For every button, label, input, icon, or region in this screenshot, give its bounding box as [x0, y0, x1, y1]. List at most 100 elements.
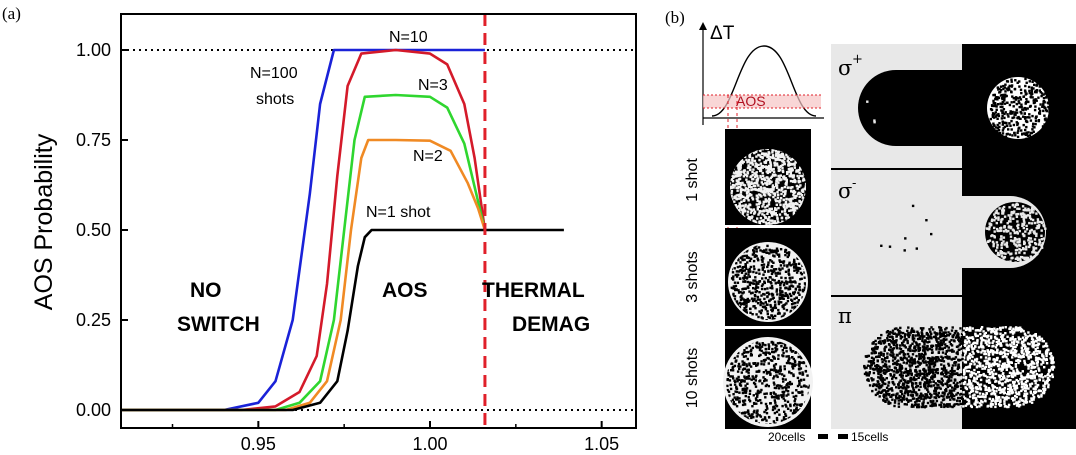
speckle: [994, 217, 998, 220]
speckle: [755, 281, 758, 284]
speckle: [778, 297, 781, 301]
speckle: [979, 386, 982, 389]
speckle: [957, 403, 960, 406]
speckle: [1019, 88, 1023, 91]
speckle: [883, 378, 886, 381]
speckle: [963, 380, 967, 384]
speckle: [766, 407, 769, 410]
speckle: [1025, 125, 1028, 129]
speckle: [972, 396, 975, 400]
speckle: [774, 350, 777, 353]
speckle: [929, 336, 933, 339]
speckle: [1001, 339, 1005, 342]
speckle: [731, 271, 735, 274]
speckle: [1007, 390, 1010, 394]
speckle: [1009, 379, 1012, 382]
speckle: [963, 327, 966, 330]
speckle: [913, 337, 916, 340]
speckle: [755, 342, 758, 345]
speckle: [907, 355, 911, 358]
speckle: [1003, 391, 1006, 394]
speckle: [744, 415, 747, 418]
speckle: [970, 387, 973, 390]
speckle: [1025, 116, 1028, 119]
speckle: [932, 399, 935, 403]
speckle: [785, 251, 789, 255]
speckle: [921, 376, 925, 379]
speckle: [1050, 367, 1053, 370]
speckle: [905, 357, 908, 360]
speckle: [791, 365, 794, 368]
speckle: [794, 226, 796, 228]
speckle: [1007, 403, 1011, 407]
speckle: [758, 354, 761, 358]
speckle: [921, 328, 924, 332]
speckle: [743, 258, 746, 261]
speckle: [781, 390, 784, 394]
speckle: [747, 181, 751, 184]
speckle: [738, 305, 742, 309]
speckle: [1025, 214, 1028, 217]
speckle: [741, 403, 745, 407]
speckle: [752, 168, 755, 171]
speckle: [1021, 232, 1025, 236]
speckle: [730, 195, 733, 199]
speckle: [783, 410, 786, 413]
speckle: [799, 271, 803, 275]
speckle: [793, 166, 796, 169]
y-tick-label: 0.00: [76, 400, 111, 420]
speckle: [961, 397, 964, 400]
speckle: [1001, 376, 1005, 379]
speckle: [991, 114, 994, 117]
speckle: [768, 158, 771, 162]
speckle: [742, 351, 746, 354]
speckle: [1035, 115, 1038, 118]
speckle: [1031, 251, 1034, 254]
speckle: [774, 347, 777, 350]
speckle: [1017, 97, 1020, 100]
speckle: [783, 161, 786, 164]
speckle: [1039, 103, 1042, 106]
speckle: [911, 330, 915, 333]
speckle: [891, 389, 894, 392]
speckle: [783, 342, 787, 345]
speckle: [1013, 100, 1016, 104]
speckle: [787, 288, 790, 291]
speckle: [792, 373, 795, 376]
speckle: [777, 279, 781, 283]
speckle: [801, 373, 805, 376]
speckle: [753, 151, 756, 155]
speckle: [735, 385, 738, 389]
speckle: [883, 349, 886, 352]
speckle: [755, 178, 758, 181]
speckle: [998, 125, 1001, 129]
speckle: [1044, 227, 1047, 230]
speckle: [752, 265, 756, 268]
speckle: [890, 340, 893, 343]
speckle: [1012, 116, 1016, 119]
speckle: [997, 129, 1001, 132]
speckle: [771, 211, 774, 215]
speckle: [738, 182, 742, 185]
speckle: [870, 356, 874, 359]
speckle: [934, 389, 938, 393]
speckle: [769, 168, 772, 171]
speckle: [764, 182, 767, 185]
speckle: [738, 301, 742, 305]
curve-label-n10: N=10: [389, 29, 428, 46]
speckle: [770, 251, 773, 254]
speckle: [1015, 372, 1018, 375]
speckle: [780, 189, 783, 192]
speckle: [881, 380, 885, 384]
speckle: [764, 165, 768, 168]
speckle: [1005, 379, 1008, 382]
speckle: [794, 411, 798, 414]
speckle: [754, 279, 757, 282]
speckle: [768, 166, 772, 169]
speckle: [922, 347, 925, 350]
speckle: [778, 384, 781, 387]
speckle: [1023, 240, 1026, 243]
speckle: [1038, 238, 1041, 242]
speckle: [974, 373, 978, 376]
